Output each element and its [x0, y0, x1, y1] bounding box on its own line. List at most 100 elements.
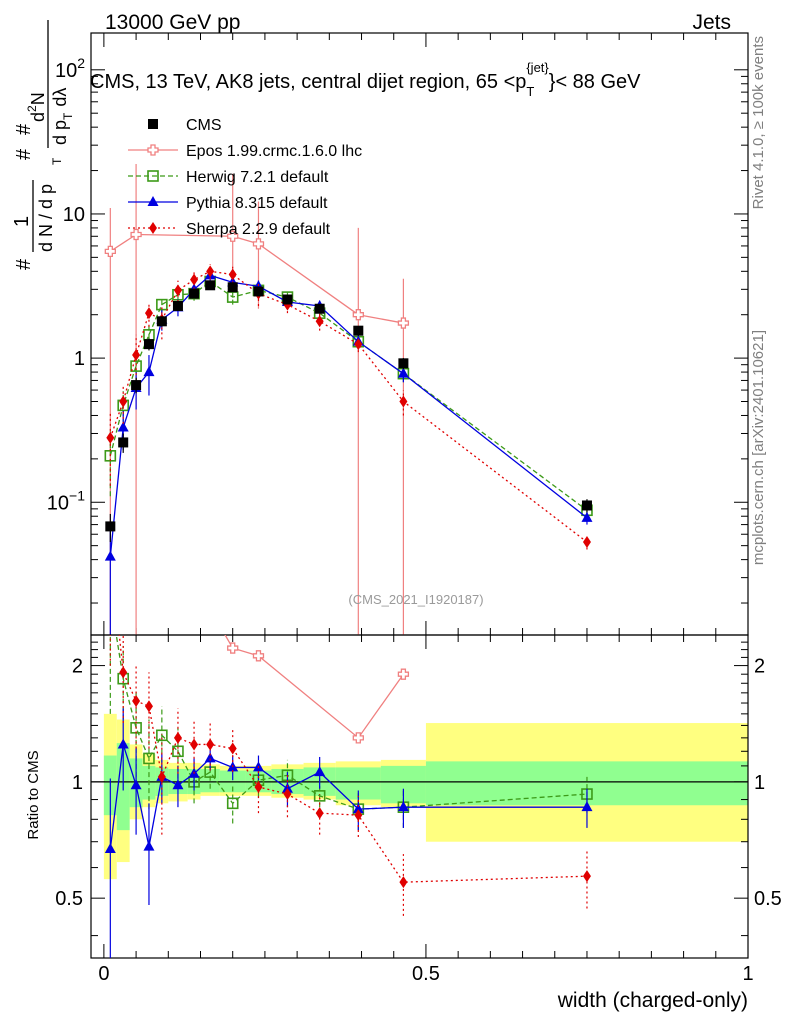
ratio-frame — [90, 634, 749, 959]
data-point — [119, 395, 128, 408]
series-line — [109, 270, 588, 543]
data-point — [118, 437, 129, 448]
tick-base: 10 — [55, 60, 77, 82]
ratio-uncertainty-bands — [103, 713, 748, 880]
data-point — [226, 797, 239, 810]
data-point — [582, 536, 591, 549]
data-point — [227, 230, 239, 242]
data-point — [104, 550, 116, 561]
legend-marker — [147, 196, 159, 206]
data-point — [156, 316, 167, 327]
ratio-y-tick-label-right: 1 — [754, 772, 765, 794]
data-point — [314, 766, 326, 777]
data-point — [313, 790, 326, 802]
ylabel-hash-3: # — [13, 123, 35, 135]
data-point — [582, 870, 591, 883]
data-point — [130, 228, 142, 241]
data-point — [282, 294, 293, 305]
data-point — [144, 700, 153, 713]
x-axis-label: width (charged-only) — [557, 989, 748, 1012]
ylabel-den-sub: T — [50, 157, 64, 165]
mcplots-label: mcplots.cern.ch [arXiv:2401.10621] — [750, 330, 767, 565]
data-point — [228, 742, 237, 755]
data-point — [157, 770, 166, 783]
legend-label: CMS — [186, 117, 222, 134]
main-y-tick-label: 102 — [55, 55, 85, 82]
data-point — [173, 284, 182, 297]
data-point — [397, 801, 409, 812]
data-point — [581, 511, 593, 522]
data-point — [117, 421, 129, 432]
data-point — [172, 779, 184, 790]
ratio-y-tick-label-right: 2 — [754, 656, 765, 678]
chart-title: CMS, 13 TeV, AK8 jets, central dijet reg… — [90, 60, 641, 99]
series-pythia — [104, 708, 593, 958]
data-point — [190, 738, 199, 751]
ylabel-one: 1 — [11, 216, 33, 227]
legend-label: Sherpa 2.2.9 default — [186, 221, 331, 238]
ratio-y-tick-label: 2 — [72, 656, 83, 678]
analysis-watermark: (CMS_2021_I1920187) — [348, 592, 483, 607]
legend-marker — [147, 144, 159, 156]
series-sherpa — [109, 635, 591, 916]
data-point — [227, 282, 238, 293]
series-line — [109, 274, 588, 557]
title-post: }< 88 GeV — [549, 71, 641, 93]
data-point — [315, 315, 324, 328]
data-point — [156, 729, 168, 742]
data-point — [204, 752, 216, 763]
legend-label: Pythia 8.315 default — [186, 195, 328, 212]
data-point — [252, 238, 265, 250]
data-point — [131, 380, 142, 391]
data-point — [173, 731, 182, 744]
data-point — [119, 666, 128, 679]
data-point — [283, 788, 292, 801]
legend-entry: Sherpa 2.2.9 default — [128, 221, 331, 238]
ylabel-den2: d pTdλ — [50, 88, 75, 145]
data-point — [252, 650, 265, 662]
legend-entry: CMS — [148, 117, 222, 134]
data-point — [172, 745, 184, 758]
legend-entry: Pythia 8.315 default — [128, 195, 328, 212]
data-point — [254, 780, 263, 793]
data-point — [397, 367, 409, 378]
main-ylabel: # 1 d N / d p T # d2N # d pTdλ — [11, 20, 75, 270]
data-point — [354, 809, 363, 822]
x-tick-label: 0.5 — [412, 963, 440, 985]
data-point — [117, 738, 129, 749]
data-point — [352, 803, 364, 814]
main-y-tick-label: 10 — [63, 204, 85, 226]
series-line — [115, 635, 588, 810]
header-left: 13000 GeV pp — [105, 11, 240, 34]
rivet-label: Rivet 4.1.0, ≥ 100k events — [750, 36, 767, 209]
series-line — [109, 233, 404, 324]
ratio-y-tick-label: 1 — [72, 772, 83, 794]
x-tick-label: 1 — [742, 963, 753, 985]
data-point — [206, 738, 215, 751]
legend: CMS Epos 1.99.crmc.1.6.0 lhc Herwig 7.2.1 … — [128, 117, 362, 238]
data-point — [106, 431, 115, 444]
data-point — [172, 300, 183, 311]
data-point — [315, 807, 324, 820]
header-right: Jets — [692, 11, 731, 34]
x-tick-label: 0 — [98, 963, 109, 985]
data-point — [398, 358, 409, 369]
data-point — [281, 782, 293, 793]
data-point — [354, 338, 363, 351]
title-sup: {jet} — [526, 60, 549, 75]
data-point — [253, 286, 264, 297]
tick-exp: −1 — [69, 487, 85, 503]
legend-marker — [149, 222, 157, 234]
data-point — [104, 245, 116, 258]
series-pythia — [104, 269, 593, 635]
data-point — [144, 307, 153, 320]
legend-label: Epos 1.99.crmc.1.6.0 lhc — [186, 143, 362, 160]
data-point — [132, 349, 141, 362]
legend-marker — [148, 119, 158, 129]
tick-exp: 2 — [77, 55, 85, 71]
data-point — [399, 395, 408, 408]
ylabel-hash-1: # — [13, 258, 35, 270]
data-point — [105, 521, 116, 532]
